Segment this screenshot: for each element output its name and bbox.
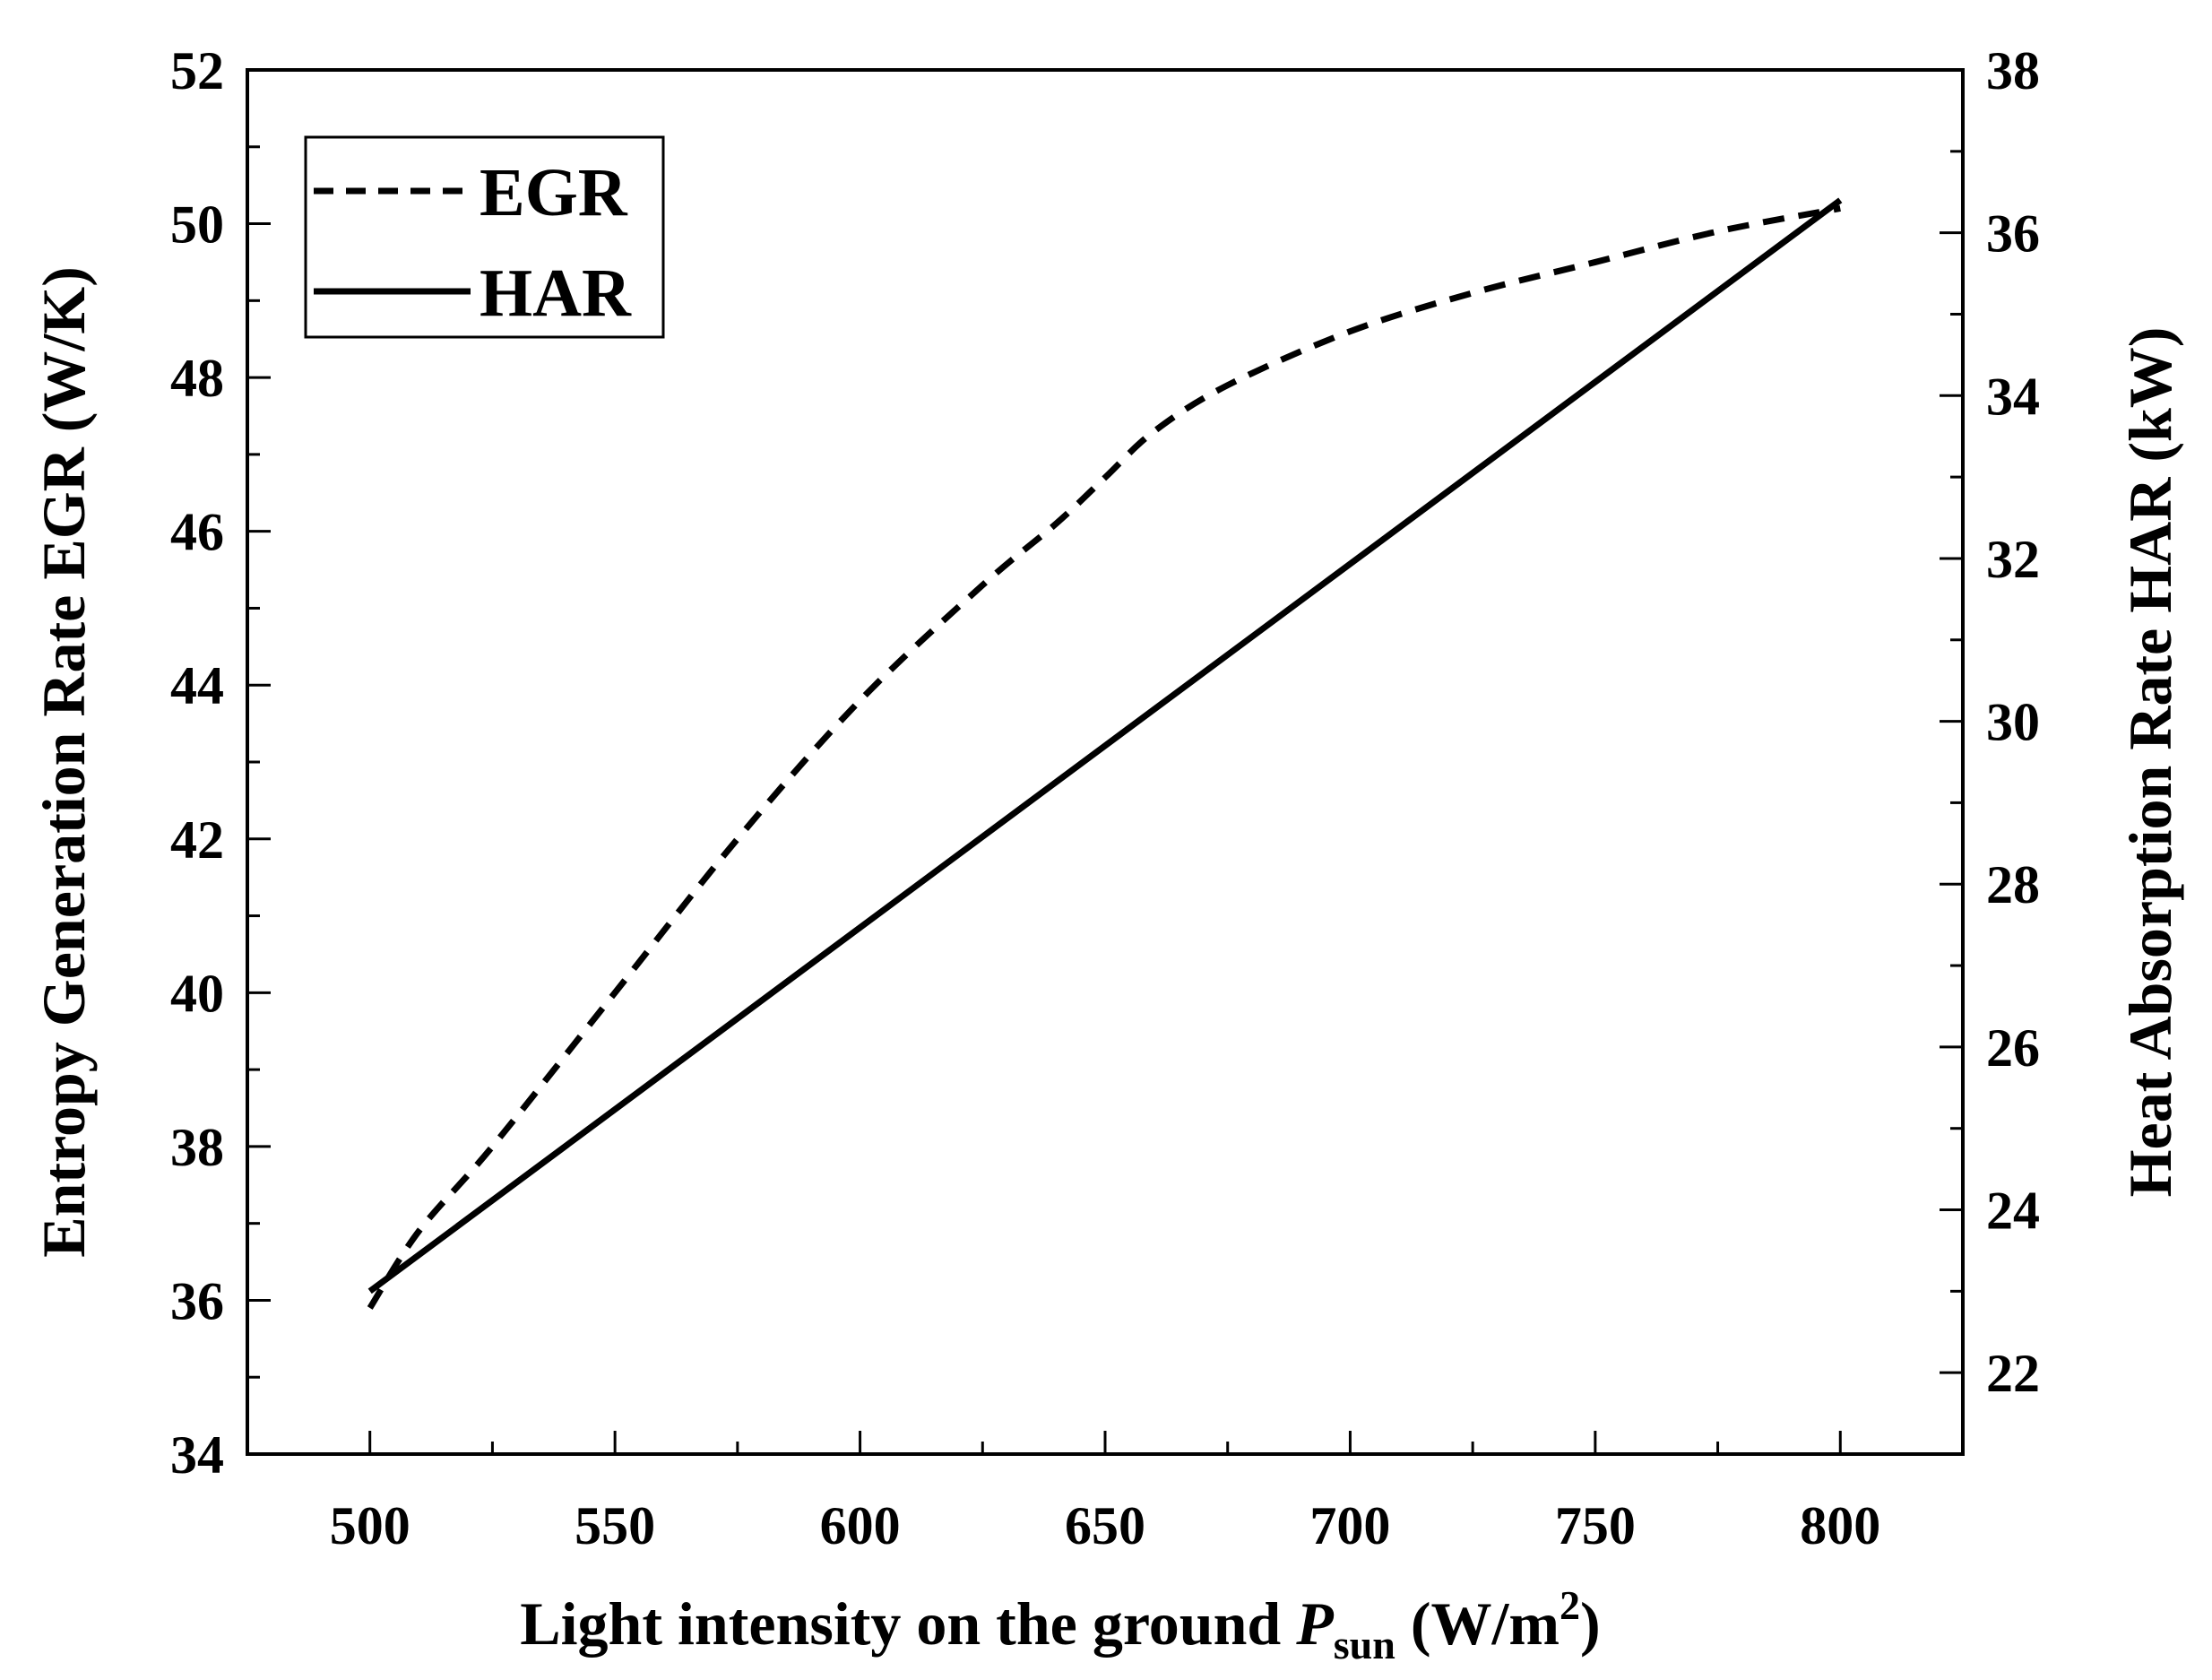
x-tick-label: 600	[820, 1496, 901, 1555]
x-axis-title-unit-close: )	[1580, 1589, 1601, 1658]
legend: EGR HAR	[304, 135, 665, 339]
series-har-line	[367, 197, 1843, 1295]
x-axis-title-sup: 2	[1560, 1582, 1580, 1628]
y-left-tick-label: 42	[170, 810, 224, 870]
x-tick-label: 650	[1065, 1496, 1145, 1555]
y-left-tick-label: 50	[170, 195, 224, 255]
y-right-tick-label: 32	[1986, 530, 2040, 589]
series-layer	[367, 197, 1843, 1310]
x-tick-label: 500	[330, 1496, 410, 1555]
y-right-tick-label: 34	[1986, 367, 2040, 426]
y-right-tick-label: 22	[1986, 1344, 2040, 1403]
legend-egr-label: EGR	[480, 155, 628, 230]
y-left-tick-label: 48	[170, 349, 224, 408]
y-right-tick-labels: 22 24 26 28 30 32 34 36 38	[1986, 41, 2040, 1403]
x-axis-title-main: Light intensity on the ground	[520, 1589, 1296, 1658]
y-left-tick-label: 44	[170, 656, 224, 715]
y-left-tick-label: 40	[170, 964, 224, 1023]
x-tick-label: 700	[1309, 1496, 1390, 1555]
y-right-tick-label: 24	[1986, 1182, 2040, 1241]
y-left-tick-label: 36	[170, 1271, 224, 1330]
x-tick-labels: 500 550 600 650 700 750 800	[330, 1496, 1881, 1555]
y-left-tick-labels: 34 36 38 40 42 44 46 48 50 52	[170, 41, 224, 1485]
y-left-tick-label: 52	[170, 41, 224, 100]
y-right-tick-label: 36	[1986, 204, 2040, 264]
y-right-tick-label: 26	[1986, 1018, 2040, 1078]
y-left-tick-label: 34	[170, 1425, 224, 1485]
x-axis-title-sub: sun	[1334, 1622, 1395, 1667]
series-egr-line	[367, 204, 1841, 1310]
y-left-tick-label: 38	[170, 1118, 224, 1177]
legend-box	[304, 135, 665, 339]
x-tick-label: 800	[1800, 1496, 1880, 1555]
y-right-tick-label: 28	[1986, 855, 2040, 914]
y-left-axis-title: Entropy Generation Rate EGR (W/K)	[30, 266, 98, 1258]
x-axis-title-var: P	[1295, 1589, 1334, 1658]
x-tick-label: 550	[575, 1496, 655, 1555]
y-right-tick-label: 30	[1986, 693, 2040, 752]
x-axis-title: Light intensity on the ground Psun (W/m2…	[520, 1582, 1600, 1667]
legend-har-label: HAR	[480, 255, 632, 331]
axis-ticks	[247, 68, 1963, 1456]
y-right-axis-title: Heat Absorption Rate HAR (kW)	[2116, 327, 2184, 1198]
y-right-tick-label: 38	[1986, 41, 2040, 100]
y-left-tick-label: 46	[170, 503, 224, 562]
x-axis-title-unit-open: (W/m	[1395, 1589, 1560, 1658]
x-tick-label: 750	[1555, 1496, 1636, 1555]
